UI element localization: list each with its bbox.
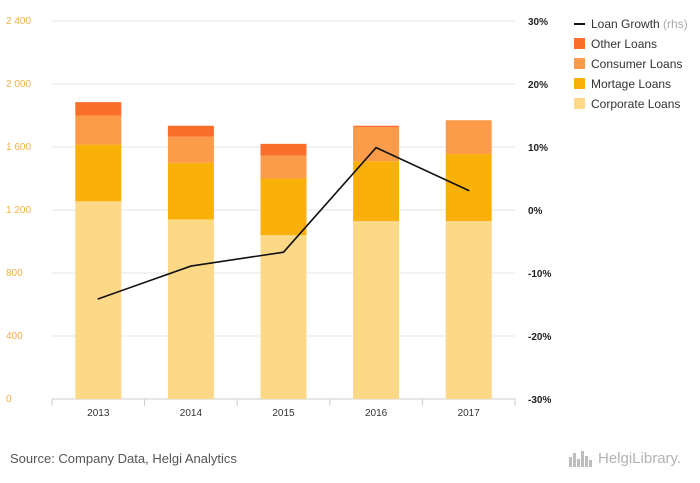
y-right-tick-label: 10%: [528, 143, 548, 154]
bar-segment: [167, 136, 214, 163]
x-tick-label: 2013: [87, 408, 110, 419]
x-tick-label: 2017: [458, 408, 481, 419]
bar-segment: [353, 125, 400, 128]
loan-growth-point: [467, 189, 470, 192]
y-right-tick-label: 30%: [528, 17, 548, 28]
legend-label: Loan Growth (rhs): [591, 17, 688, 31]
bar-segment: [260, 235, 307, 399]
bar-segment: [260, 143, 307, 156]
bar-segment: [353, 127, 400, 162]
loan-growth-point: [190, 265, 192, 267]
city-skyline-icon: [569, 451, 592, 467]
y-left-tick-label: 400: [6, 331, 23, 342]
y-left-tick-label: 1 600: [6, 142, 31, 153]
x-tick-label: 2014: [180, 408, 203, 419]
legend-label: Other Loans: [591, 37, 657, 51]
y-right-tick-label: 0%: [528, 206, 543, 217]
bar-segment: [75, 201, 122, 399]
loan-growth-point: [97, 298, 100, 300]
bar-segment: [260, 178, 307, 236]
bar-segment: [75, 144, 122, 202]
y-left-tick-label: 1 200: [6, 205, 31, 216]
y-left-tick-label: 2 400: [6, 16, 31, 27]
x-tick-label: 2016: [365, 408, 388, 419]
loan-growth-point: [375, 146, 377, 149]
legend-label: Mortage Loans: [591, 77, 671, 91]
legend-label: Consumer Loans: [591, 57, 682, 71]
y-right-tick-label: -10%: [528, 269, 551, 280]
bar-segment: [445, 120, 492, 155]
logo-text: HelgiLibrary.: [598, 449, 682, 467]
bar-segment: [167, 162, 214, 220]
x-tick-label: 2015: [272, 408, 295, 419]
y-left-tick-label: 800: [6, 268, 23, 279]
y-right-tick-label: 20%: [528, 80, 548, 91]
bar-segment: [167, 125, 214, 137]
bar-segment: [353, 161, 400, 222]
loan-growth-point: [282, 251, 285, 254]
source-note: Source: Company Data, Helgi Analytics: [10, 451, 237, 466]
legend-swatch: [574, 98, 585, 109]
bar-segment: [353, 221, 400, 399]
bar-segment: [445, 154, 492, 222]
legend-swatch: [574, 58, 585, 69]
y-right-tick-label: -20%: [528, 332, 551, 343]
bar-segment: [445, 221, 492, 399]
helgi-library-logo: HelgiLibrary.: [568, 449, 681, 467]
y-left-tick-label: 2 000: [6, 79, 31, 90]
bar-segment: [260, 155, 307, 179]
loan-portfolio-chart: 0 400 800 1 200 1 600 2 000 2 400 -30% -20% -10% 0…: [6, 16, 688, 419]
bar-segment: [75, 115, 122, 145]
legend-rhs-suffix: (rhs): [663, 17, 688, 31]
bar-segment: [75, 102, 122, 116]
legend-swatch: [574, 38, 585, 49]
bar-segment: [167, 219, 214, 399]
legend-swatch: [574, 78, 585, 89]
y-left-tick-label: 0: [6, 394, 12, 405]
y-right-tick-label: -30%: [528, 395, 551, 406]
legend-label: Corporate Loans: [591, 97, 680, 111]
